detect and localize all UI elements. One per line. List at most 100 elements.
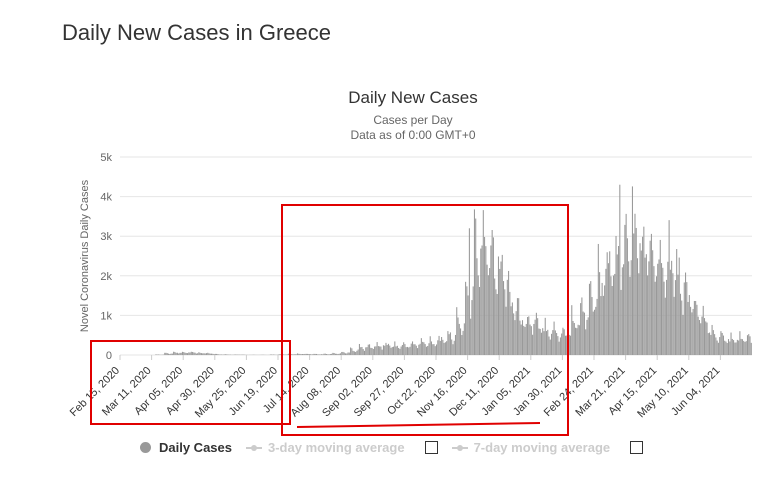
bar[interactable] [444, 342, 446, 355]
bar[interactable] [721, 332, 723, 355]
bar[interactable] [216, 353, 218, 355]
bar[interactable] [738, 340, 740, 355]
bar[interactable] [174, 351, 176, 355]
bar[interactable] [660, 263, 663, 355]
bar[interactable] [365, 347, 367, 355]
bar[interactable] [502, 281, 505, 355]
bar[interactable] [357, 349, 359, 356]
bar[interactable] [647, 275, 649, 355]
bar[interactable] [544, 317, 546, 355]
bar[interactable] [720, 331, 722, 355]
bar[interactable] [355, 351, 357, 355]
bar[interactable] [395, 346, 397, 355]
bar[interactable] [707, 333, 709, 355]
bar[interactable] [673, 296, 675, 355]
bar[interactable] [218, 354, 220, 355]
bar[interactable] [575, 327, 577, 355]
bar[interactable] [433, 344, 435, 355]
bar[interactable] [350, 347, 352, 355]
bar[interactable] [580, 303, 582, 355]
bar[interactable] [674, 280, 676, 355]
bar[interactable] [630, 260, 632, 355]
bar[interactable] [530, 326, 532, 355]
bar[interactable] [634, 213, 636, 355]
bar[interactable] [561, 333, 563, 355]
bar[interactable] [610, 276, 612, 355]
bar[interactable] [500, 261, 502, 355]
bar[interactable] [369, 344, 371, 355]
bar[interactable] [394, 341, 396, 355]
bar[interactable] [683, 282, 685, 355]
bar[interactable] [693, 300, 695, 355]
bar[interactable] [283, 354, 285, 355]
bar[interactable] [205, 353, 208, 355]
bar[interactable] [491, 230, 493, 355]
bar[interactable] [208, 353, 210, 355]
bar[interactable] [472, 286, 474, 355]
bar[interactable] [438, 335, 440, 355]
bar[interactable] [481, 245, 483, 355]
bar[interactable] [690, 306, 692, 355]
bar[interactable] [390, 347, 392, 355]
bar[interactable] [734, 342, 736, 355]
bar[interactable] [678, 257, 680, 355]
bar[interactable] [446, 341, 448, 355]
bar[interactable] [525, 323, 527, 355]
bar[interactable] [384, 345, 386, 355]
bar[interactable] [739, 331, 741, 355]
bar[interactable] [451, 339, 453, 356]
bar[interactable] [521, 320, 524, 355]
bar[interactable] [203, 353, 205, 355]
bar[interactable] [569, 335, 572, 355]
bar[interactable] [293, 354, 295, 355]
bar[interactable] [296, 353, 299, 355]
bar[interactable] [332, 352, 334, 355]
bar[interactable] [336, 353, 338, 355]
bar[interactable] [706, 322, 708, 355]
bar[interactable] [168, 353, 170, 355]
bar[interactable] [509, 291, 511, 355]
bar[interactable] [626, 238, 628, 355]
bar[interactable] [719, 337, 721, 355]
bar[interactable] [164, 352, 166, 355]
bar[interactable] [485, 246, 487, 355]
bar[interactable] [532, 334, 534, 355]
bar[interactable] [702, 305, 704, 355]
bar[interactable] [696, 304, 698, 355]
bar[interactable] [314, 353, 316, 355]
bar[interactable] [542, 328, 544, 355]
bar[interactable] [375, 346, 377, 355]
bar[interactable] [511, 302, 513, 355]
bar[interactable] [583, 312, 585, 355]
bar[interactable] [572, 320, 574, 355]
bar[interactable] [352, 350, 354, 355]
bar[interactable] [480, 248, 482, 355]
bar[interactable] [540, 332, 542, 355]
checkbox-3day-average[interactable] [424, 441, 438, 454]
bar[interactable] [305, 353, 307, 355]
bar[interactable] [398, 347, 400, 355]
bar[interactable] [573, 322, 575, 355]
bar[interactable] [294, 354, 296, 355]
bar[interactable] [642, 236, 644, 355]
bar[interactable] [709, 332, 711, 355]
bar[interactable] [179, 352, 181, 355]
bar[interactable] [484, 236, 486, 355]
bar[interactable] [538, 328, 540, 355]
bar[interactable] [518, 298, 520, 355]
bar[interactable] [667, 261, 669, 355]
bar[interactable] [636, 258, 639, 355]
bar[interactable] [559, 337, 561, 355]
bar[interactable] [406, 346, 408, 355]
bar[interactable] [508, 270, 510, 355]
bar[interactable] [377, 346, 379, 355]
bar[interactable] [605, 268, 607, 355]
bar[interactable] [631, 186, 633, 355]
bar[interactable] [315, 353, 317, 355]
bar[interactable] [224, 354, 226, 355]
bar-series[interactable] [155, 184, 752, 356]
bar[interactable] [370, 347, 372, 355]
bar[interactable] [319, 354, 321, 355]
bar[interactable] [714, 334, 716, 355]
bar[interactable] [607, 263, 609, 355]
